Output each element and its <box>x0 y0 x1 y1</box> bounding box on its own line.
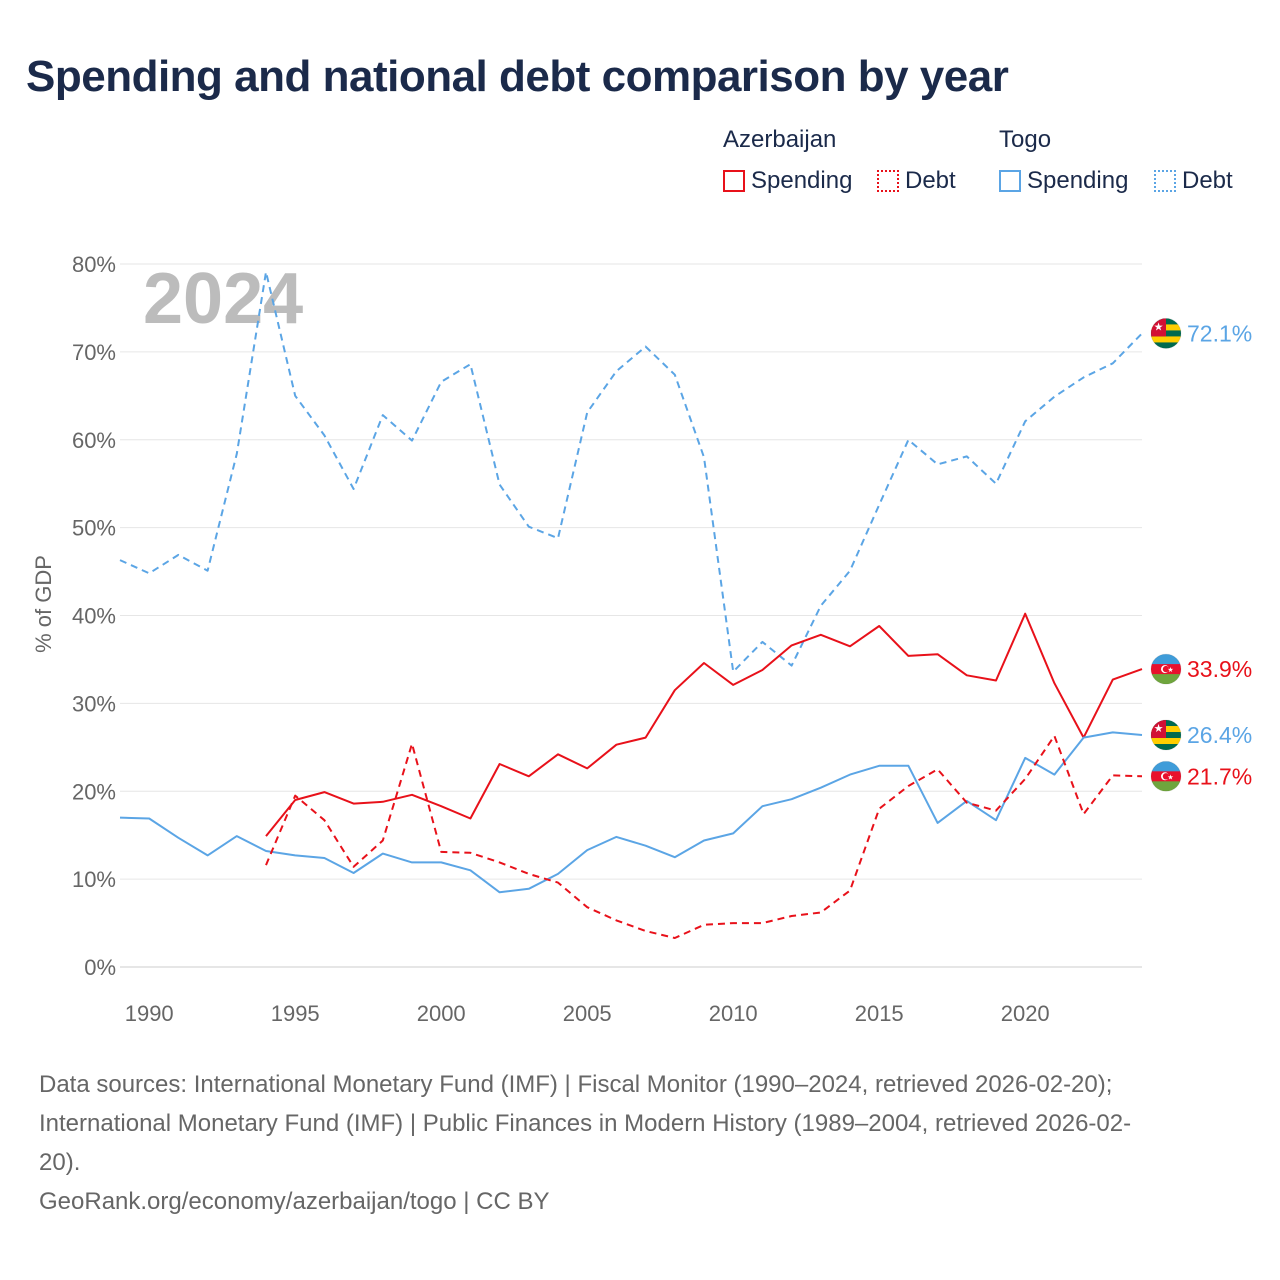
source-line: International Monetary Fund (IMF) | Publ… <box>39 1110 1132 1137</box>
legend-item-togo-debt[interactable]: Debt <box>1154 167 1233 195</box>
y-tick-label: 20% <box>72 779 116 804</box>
series-line-togo-debt <box>119 270 1143 673</box>
legend-item-azerbaijan-debt[interactable]: Debt <box>877 167 956 195</box>
legend-label: Spending <box>1027 167 1129 194</box>
source-line: 20). <box>39 1149 81 1176</box>
y-tick-label: 0% <box>84 955 116 980</box>
end-label-togo-debt: 72.1% <box>1187 320 1252 346</box>
series-line-azerbaijan-debt <box>265 734 1143 939</box>
x-tick-label: 2015 <box>855 1001 904 1026</box>
legend-group-togo: Togo <box>999 126 1052 153</box>
flag-azerbaijan-icon: ★ <box>1150 760 1182 792</box>
year-watermark: 2024 <box>143 259 303 339</box>
y-tick-label: 50% <box>72 516 116 541</box>
legend-label: Spending <box>751 167 853 194</box>
source-line: Data sources: International Monetary Fun… <box>39 1071 1113 1098</box>
svg-text:★: ★ <box>1154 723 1164 735</box>
chart-title: Spending and national debt comparison by… <box>26 52 1009 101</box>
svg-text:★: ★ <box>1154 321 1164 333</box>
flag-togo-icon: ★ <box>1150 317 1182 349</box>
flag-togo-icon: ★ <box>1150 719 1182 751</box>
x-tick-label: 2010 <box>709 1001 758 1026</box>
y-tick-label: 10% <box>72 867 116 892</box>
legend-label: Debt <box>905 167 956 194</box>
flag-azerbaijan-icon: ★ <box>1150 653 1182 685</box>
series-lines <box>119 270 1143 939</box>
footer-sources: Data sources: International Monetary Fun… <box>39 1065 1239 1182</box>
x-tick-label: 1990 <box>125 1001 174 1026</box>
legend-item-azerbaijan-spending[interactable]: Spending <box>723 167 852 195</box>
x-tick-label: 2000 <box>417 1001 466 1026</box>
y-tick-label: 40% <box>72 604 116 629</box>
end-label-azerbaijan-debt: 21.7% <box>1187 763 1252 789</box>
x-tick-label: 2005 <box>563 1001 612 1026</box>
svg-text:★: ★ <box>1167 773 1173 781</box>
legend-swatch-dotted-red <box>877 170 899 192</box>
y-tick-label: 70% <box>72 340 116 365</box>
svg-text:★: ★ <box>1167 666 1173 674</box>
legend-label: Debt <box>1182 167 1233 194</box>
legend-swatch-dotted-blue <box>1154 170 1176 192</box>
grid-lines <box>120 263 1142 968</box>
end-label-togo-spending: 26.4% <box>1187 722 1252 748</box>
y-tick-label: 60% <box>72 428 116 453</box>
series-line-togo-spending <box>119 731 1143 894</box>
legend-swatch-solid-red <box>723 170 745 192</box>
x-axis: 1990 1995 2000 2005 2010 2015 2020 <box>125 1001 1050 1026</box>
line-chart: 2024 % of GDP 0% 10% 20% 30% 40% 50% 60% 70% 80%… <box>31 252 1252 1026</box>
y-tick-label: 80% <box>72 252 116 277</box>
end-label-azerbaijan-spending: 33.9% <box>1187 656 1252 682</box>
y-axis: 0% 10% 20% 30% 40% 50% 60% 70% 80% <box>72 252 116 980</box>
series-line-azerbaijan-spending <box>265 612 1143 837</box>
legend-swatch-solid-blue <box>999 170 1021 192</box>
x-tick-label: 1995 <box>271 1001 320 1026</box>
y-tick-label: 30% <box>72 691 116 716</box>
y-axis-label: % of GDP <box>31 555 56 653</box>
end-labels: ★ 72.1% ★ 33.9% ★ 26.4% ★ 21.7% <box>1150 317 1252 792</box>
footer-credit[interactable]: GeoRank.org/economy/azerbaijan/togo | CC… <box>39 1188 550 1215</box>
legend-item-togo-spending[interactable]: Spending <box>999 167 1128 195</box>
legend-group-azerbaijan: Azerbaijan <box>723 126 837 153</box>
x-tick-label: 2020 <box>1001 1001 1050 1026</box>
